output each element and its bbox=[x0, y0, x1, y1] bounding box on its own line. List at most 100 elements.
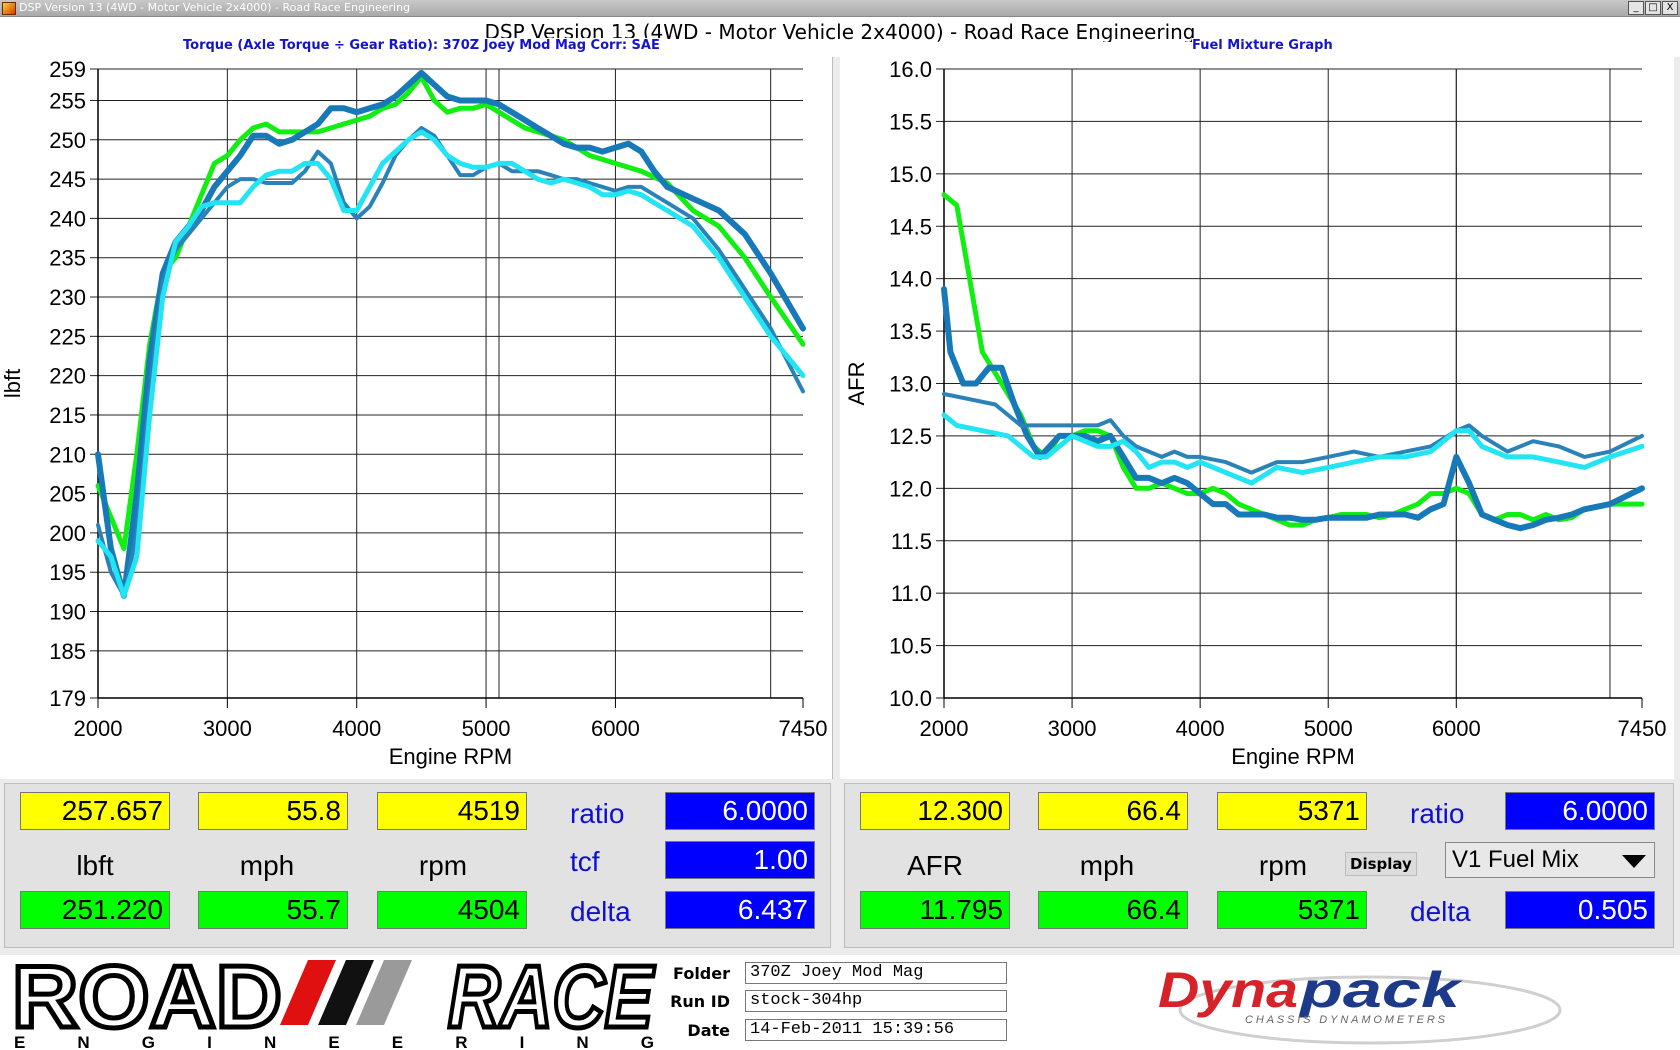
minimize-button[interactable]: _ bbox=[1628, 1, 1644, 15]
y-tick-label: 190 bbox=[49, 600, 86, 625]
dynapack-swoosh bbox=[1178, 975, 1562, 1045]
dynapack-text-blue: pack bbox=[1297, 962, 1463, 1018]
grid bbox=[90, 68, 804, 708]
y-tick-label: 225 bbox=[49, 324, 86, 349]
date-field[interactable]: 14-Feb-2011 15:39:56 bbox=[745, 1019, 1007, 1041]
app-icon bbox=[2, 2, 16, 15]
afr-unit-label: AFR bbox=[907, 850, 963, 881]
fuel-graph-title: Fuel Mixture Graph bbox=[1192, 38, 1333, 54]
x-tick-label: 7450 bbox=[779, 716, 828, 741]
x-tick-label: 2000 bbox=[920, 716, 969, 741]
window-title: DSP Version 13 (4WD - Motor Vehicle 2x40… bbox=[19, 1, 411, 14]
series-line-green bbox=[95, 74, 806, 552]
y-tick-label: 195 bbox=[49, 560, 86, 585]
x-tick-label: 2000 bbox=[74, 716, 123, 741]
y-tick-label: 14.0 bbox=[889, 267, 932, 292]
torque-graph-title: Torque (Axle Torque ÷ Gear Ratio): 370Z … bbox=[183, 38, 660, 54]
y-tick-label: 10.5 bbox=[889, 634, 932, 659]
logo-stripe-black bbox=[318, 960, 374, 1025]
road-race-engineering-logo: ROAD RACE E N G I N E E R I N G bbox=[10, 955, 658, 1050]
torque-unit-label: lbft bbox=[76, 850, 114, 881]
y-tick-label: 11.5 bbox=[891, 529, 932, 554]
logo-stripe-red bbox=[280, 960, 336, 1025]
run-id-field[interactable]: stock-304hp bbox=[745, 990, 1007, 1012]
y-tick-label: 245 bbox=[49, 167, 86, 192]
x-tick-label: 7450 bbox=[1618, 716, 1667, 741]
display-button[interactable]: Display bbox=[1345, 852, 1417, 876]
rpm-cursor-value: 4519 bbox=[377, 792, 527, 830]
run-id-label: Run ID bbox=[670, 992, 730, 1011]
rpm-unit-label: rpm bbox=[1258, 850, 1308, 881]
y-tick-label: 13.5 bbox=[889, 319, 932, 344]
tcf-value[interactable]: 1.00 bbox=[665, 841, 815, 879]
series-line-green bbox=[941, 192, 1645, 528]
y-tick-label: 12.0 bbox=[889, 476, 932, 501]
torque-chart[interactable]: 179 185 190 195 200 205 210 215 220 225 230 235 240 2… bbox=[0, 57, 833, 779]
y-tick-label: 235 bbox=[49, 246, 86, 271]
rpm-unit-label: rpm bbox=[418, 850, 468, 881]
rpm-compare-value: 5371 bbox=[1217, 891, 1367, 929]
y-tick-label: 215 bbox=[49, 403, 86, 428]
ratio-value[interactable]: 6.0000 bbox=[665, 792, 815, 830]
mph-cursor-value: 55.8 bbox=[198, 792, 348, 830]
y-tick-label: 12.5 bbox=[889, 424, 932, 449]
y-tick-label: 250 bbox=[49, 128, 86, 153]
y-tick-label: 16.0 bbox=[889, 57, 932, 82]
y-tick-label: 15.0 bbox=[889, 162, 932, 187]
mph-unit-label: mph bbox=[1079, 850, 1135, 881]
x-tick-label: 5000 bbox=[1304, 716, 1353, 741]
series-line-blue-light bbox=[942, 392, 1644, 475]
chevron-down-icon[interactable] bbox=[1622, 855, 1646, 868]
y-tick-label: 240 bbox=[49, 206, 86, 231]
date-label: Date bbox=[687, 1021, 730, 1040]
dynapack-text-red: Dyna bbox=[1158, 962, 1298, 1018]
maximize-button[interactable]: □ bbox=[1645, 1, 1661, 15]
grid bbox=[936, 68, 1643, 708]
x-axis-label: Engine RPM bbox=[389, 744, 513, 769]
torque-chart-panel: 179 185 190 195 200 205 210 215 220 225 230 235 240 2… bbox=[0, 57, 833, 779]
y-tick-label: 205 bbox=[49, 482, 86, 507]
afr-compare-value: 11.795 bbox=[860, 891, 1010, 929]
x-tick-label: 3000 bbox=[1048, 716, 1097, 741]
window-title-bar: DSP Version 13 (4WD - Motor Vehicle 2x40… bbox=[0, 0, 1680, 17]
afr-chart[interactable]: 10.0 10.5 11.0 11.5 12.0 12.5 13.0 13.5 14.0 14.5… bbox=[840, 57, 1674, 779]
mph-compare-value: 55.7 bbox=[198, 891, 348, 929]
ratio-value[interactable]: 6.0000 bbox=[1505, 792, 1655, 830]
y-tick-label: 13.0 bbox=[889, 372, 932, 397]
y-tick-label: 200 bbox=[49, 521, 86, 546]
afr-cursor-value: 12.300 bbox=[860, 792, 1010, 830]
series-line-blue bbox=[95, 69, 806, 599]
close-button[interactable]: X bbox=[1662, 1, 1678, 15]
delta-label: delta bbox=[570, 896, 631, 927]
display-mode-select[interactable]: V1 Fuel Mix bbox=[1445, 842, 1655, 878]
tcf-label: tcf bbox=[570, 846, 600, 877]
logo-race-text: RACE bbox=[448, 955, 655, 1046]
afr-readout-panel: 12.300 66.4 5371 AFR mph rpm 11.795 66.4… bbox=[844, 783, 1674, 948]
y-tick-label: 255 bbox=[49, 88, 86, 113]
x-tick-label: 4000 bbox=[332, 716, 381, 741]
rpm-compare-value: 4504 bbox=[377, 891, 527, 929]
mph-unit-label: mph bbox=[239, 850, 295, 881]
display-mode-value: V1 Fuel Mix bbox=[1452, 846, 1579, 873]
afr-chart-panel: 10.0 10.5 11.0 11.5 12.0 12.5 13.0 13.5 14.0 14.5… bbox=[840, 57, 1674, 779]
delta-value: 6.437 bbox=[665, 891, 815, 929]
x-tick-label: 5000 bbox=[462, 716, 511, 741]
y-tick-label: 230 bbox=[49, 285, 86, 310]
series-line-blue bbox=[941, 286, 1645, 532]
y-tick-label: 11.0 bbox=[891, 581, 932, 606]
report-footer: ROAD RACE E N G I N E E R I N G Folder 3… bbox=[0, 955, 1680, 1050]
report-title: DSP Version 13 (4WD - Motor Vehicle 2x40… bbox=[484, 20, 1196, 42]
torque-cursor-value: 257.657 bbox=[20, 792, 170, 830]
mph-cursor-value: 66.4 bbox=[1038, 792, 1188, 830]
logo-road-text: ROAD bbox=[12, 955, 282, 1046]
x-tick-label: 3000 bbox=[203, 716, 252, 741]
y-tick-label: 259 bbox=[49, 57, 86, 82]
y-tick-label: 14.5 bbox=[889, 214, 932, 239]
folder-field[interactable]: 370Z Joey Mod Mag bbox=[745, 962, 1007, 984]
series-line-cyan bbox=[941, 412, 1645, 486]
y-tick-label: 210 bbox=[49, 442, 86, 467]
x-axis-label: Engine RPM bbox=[1231, 744, 1355, 769]
mph-compare-value: 66.4 bbox=[1038, 891, 1188, 929]
delta-label: delta bbox=[1410, 896, 1471, 927]
